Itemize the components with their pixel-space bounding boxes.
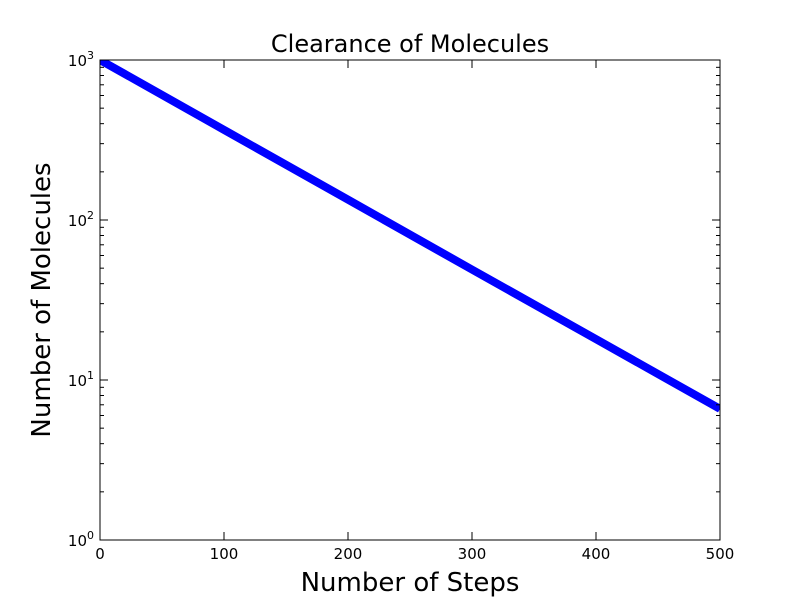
y-tick-label: 103 <box>68 49 94 70</box>
x-tick-label: 200 <box>334 545 363 563</box>
series-line-0 <box>100 60 720 413</box>
x-tick-label: 500 <box>706 545 735 563</box>
chart-title: Clearance of Molecules <box>271 30 549 58</box>
y-tick-label: 102 <box>68 209 94 230</box>
x-axis-label: Number of Steps <box>301 568 520 598</box>
y-tick-label: 101 <box>68 369 94 390</box>
x-tick-label: 300 <box>458 545 487 563</box>
x-tick-label: 100 <box>210 545 239 563</box>
y-axis-label: Number of Molecules <box>27 162 57 437</box>
x-tick-label: 0 <box>95 545 105 563</box>
plot-area <box>100 60 720 413</box>
x-tick-label: 400 <box>582 545 611 563</box>
plot-frame <box>99 59 721 541</box>
y-tick-label: 100 <box>68 529 94 550</box>
